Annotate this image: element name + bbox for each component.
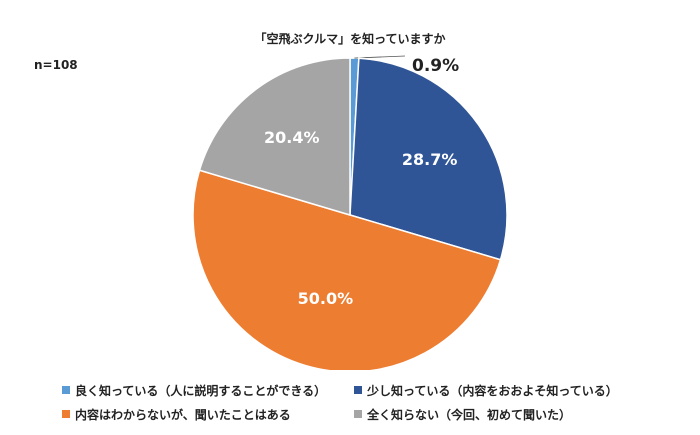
legend-label-heard-of: 内容はわからないが、聞いたことはある: [75, 407, 291, 422]
data-label-not-known: 20.4%: [264, 128, 320, 147]
pie-slice-somewhat-known: [349, 57, 508, 261]
legend: 良く知っている（人に説明することができる） 少し知っている（内容をおおよそ知って…: [62, 378, 682, 426]
chart-title: 「空飛ぶクルマ」を知っていますか: [254, 32, 446, 46]
legend-swatch-not-known: [354, 410, 362, 418]
legend-item-well-known: 良く知っている（人に説明することができる）: [62, 382, 354, 399]
legend-label-well-known: 良く知っている（人に説明することができる）: [75, 383, 327, 398]
legend-item-not-known: 全く知らない（今回、初めて聞いた）: [354, 406, 571, 423]
legend-label-not-known: 全く知らない（今回、初めて聞いた）: [367, 407, 572, 422]
legend-swatch-heard-of: [62, 410, 70, 418]
legend-item-heard-of: 内容はわからないが、聞いたことはある: [62, 406, 354, 423]
data-label-somewhat-known: 28.7%: [402, 150, 458, 169]
sample-size-note: n=108: [34, 58, 78, 72]
pie-chart: 0.9% 28.7% 50.0% 20.4%: [192, 55, 508, 370]
data-label-well-known: 0.9%: [412, 56, 459, 76]
legend-swatch-somewhat-known: [354, 386, 362, 394]
legend-label-somewhat-known: 少し知っている（内容をおおよそ知っている）: [367, 383, 618, 398]
pie-slice-not-known: [198, 57, 351, 217]
pie-slice-heard-of: [192, 169, 502, 370]
legend-row: 良く知っている（人に説明することができる） 少し知っている（内容をおおよそ知って…: [62, 378, 682, 402]
legend-item-somewhat-known: 少し知っている（内容をおおよそ知っている）: [354, 382, 618, 399]
data-label-heard-of: 50.0%: [298, 289, 354, 308]
leader-line-well-known: [354, 55, 406, 59]
legend-swatch-well-known: [62, 386, 70, 394]
legend-row: 内容はわからないが、聞いたことはある 全く知らない（今回、初めて聞いた）: [62, 402, 682, 426]
